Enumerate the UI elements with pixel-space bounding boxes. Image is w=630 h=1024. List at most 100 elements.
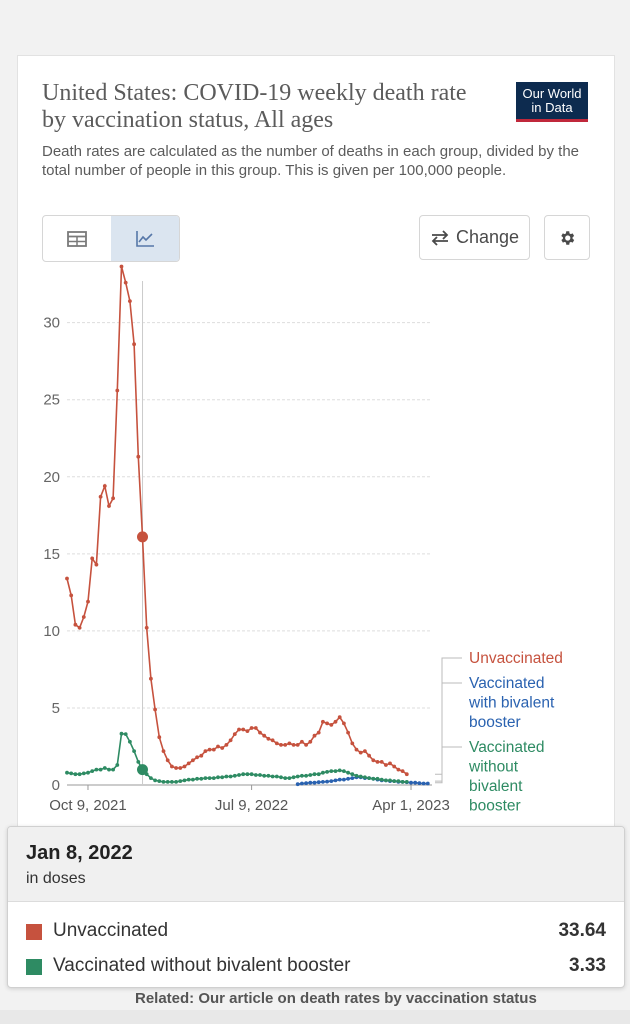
unvaccinated-series-point bbox=[308, 739, 313, 744]
without-bivalent-series-point bbox=[86, 770, 90, 775]
unvaccinated-series-point bbox=[404, 772, 409, 777]
y-tick-label: 20 bbox=[43, 469, 60, 486]
unvaccinated-series-point bbox=[375, 760, 380, 764]
unvaccinated-series-point bbox=[388, 761, 392, 766]
unvaccinated-series-point bbox=[274, 741, 279, 746]
unvaccinated-series-point bbox=[232, 732, 237, 736]
without-bivalent-series-point bbox=[258, 773, 262, 777]
without-bivalent-series-point bbox=[107, 767, 111, 772]
bivalent-series-point bbox=[308, 780, 313, 785]
legend-label-bivalent: Vaccinated bbox=[469, 675, 545, 692]
without-bivalent-series-point bbox=[111, 767, 115, 772]
without-bivalent-series-point bbox=[350, 772, 355, 777]
unvaccinated-series-point bbox=[211, 747, 216, 752]
unvaccinated-series-point bbox=[216, 744, 220, 749]
without-bivalent-series-point bbox=[358, 774, 363, 779]
without-bivalent-series-point bbox=[270, 774, 275, 779]
legend-connector bbox=[435, 657, 462, 775]
without-bivalent-series-point bbox=[371, 776, 376, 781]
unvaccinated-series-point bbox=[287, 741, 292, 746]
unvaccinated-series-point bbox=[354, 747, 359, 752]
without-bivalent-series-point bbox=[388, 778, 392, 783]
without-bivalent-series-point bbox=[295, 774, 300, 779]
without-bivalent-series-point bbox=[342, 769, 346, 773]
unvaccinated-series-point bbox=[90, 556, 95, 561]
legend-connector bbox=[435, 682, 462, 784]
without-bivalent-series-point bbox=[98, 767, 103, 772]
without-bivalent-series-point bbox=[300, 773, 304, 778]
tooltip-row-without-bivalent: Vaccinated without bivalent booster 3.33 bbox=[26, 955, 606, 979]
without-bivalent-series-point bbox=[312, 772, 317, 777]
line-chart[interactable]: 0 5 10 15 20 25 30 Oct 9, 2021 Jul 9, 2022 Apr 1,… bbox=[0, 0, 630, 830]
unvaccinated-series-point bbox=[266, 736, 271, 741]
legend-label-without-bivalent: booster bbox=[469, 798, 521, 815]
unvaccinated-series-point bbox=[304, 743, 308, 747]
unvaccinated-series-point bbox=[300, 739, 304, 744]
unvaccinated-series-point bbox=[363, 749, 367, 753]
y-tick-label: 30 bbox=[43, 315, 60, 332]
unvaccinated-series-point bbox=[94, 562, 99, 567]
unvaccinated-series-point bbox=[321, 719, 325, 724]
unvaccinated-series-point bbox=[107, 504, 111, 508]
unvaccinated-series-point bbox=[157, 735, 162, 740]
without-bivalent-series-point bbox=[337, 768, 342, 773]
unvaccinated-series-point bbox=[228, 738, 233, 743]
chart-tab[interactable] bbox=[111, 216, 179, 261]
tooltip-series-name: Vaccinated without bivalent booster bbox=[53, 955, 351, 976]
without-bivalent-series-point bbox=[354, 773, 359, 778]
unvaccinated-series-point bbox=[371, 758, 376, 763]
tooltip-row-unvaccinated: Unvaccinated 33.64 bbox=[26, 920, 606, 944]
without-bivalent-series-point bbox=[191, 777, 195, 782]
without-bivalent-series-point bbox=[174, 780, 179, 784]
unvaccinated-series-point bbox=[127, 299, 132, 303]
table-tab[interactable] bbox=[43, 216, 111, 261]
without-bivalent-series-point bbox=[329, 769, 334, 773]
legend-label-bivalent: booster bbox=[469, 714, 521, 731]
bivalent-series-point bbox=[295, 782, 300, 787]
bottom-bar bbox=[0, 1010, 630, 1024]
unvaccinated-series-point bbox=[98, 494, 103, 499]
change-button[interactable]: Change bbox=[419, 215, 530, 260]
unvaccinated-series-point bbox=[73, 622, 78, 627]
unvaccinated-series-point bbox=[316, 730, 321, 735]
unvaccinated-series-point bbox=[144, 625, 149, 630]
without-bivalent-series-point bbox=[392, 779, 397, 783]
unvaccinated-series-point bbox=[350, 741, 355, 746]
settings-button[interactable] bbox=[544, 215, 590, 260]
logo-line-2: in Data bbox=[531, 100, 573, 115]
without-bivalent-series-point bbox=[69, 771, 74, 776]
without-bivalent-series-point bbox=[333, 769, 338, 773]
bivalent-series-point bbox=[304, 781, 308, 786]
without-bivalent-series-point bbox=[102, 766, 107, 770]
unvaccinated-series-point bbox=[132, 342, 137, 347]
tooltip-date: Jan 8, 2022 bbox=[26, 842, 133, 864]
unvaccinated-series-point bbox=[342, 721, 346, 726]
owid-logo[interactable]: Our World in Data bbox=[516, 82, 588, 122]
unvaccinated-series-highlight-point bbox=[137, 531, 148, 543]
unvaccinated-series-point bbox=[111, 496, 115, 501]
unvaccinated-series-point bbox=[182, 764, 187, 769]
related-link[interactable]: Related: Our article on death rates by v… bbox=[135, 990, 537, 1007]
without-bivalent-series-point bbox=[165, 780, 170, 784]
legend-label-bivalent: with bivalent bbox=[468, 695, 555, 712]
unvaccinated-series-point bbox=[392, 764, 397, 769]
bivalent-series-point bbox=[413, 780, 418, 785]
bivalent-series-point bbox=[312, 780, 317, 785]
bivalent-series-point bbox=[333, 778, 338, 783]
without-bivalent-series-point bbox=[253, 773, 258, 777]
without-bivalent-series-point bbox=[228, 774, 233, 779]
without-bivalent-series-point bbox=[283, 776, 288, 780]
unvaccinated-series-point bbox=[161, 749, 166, 753]
without-bivalent-series-point bbox=[346, 770, 350, 775]
without-bivalent-series-point bbox=[375, 776, 380, 781]
bivalent-series-point bbox=[329, 779, 334, 783]
bivalent-series-point bbox=[316, 780, 321, 785]
unvaccinated-series-point bbox=[367, 753, 371, 758]
without-bivalent-series-point bbox=[325, 770, 329, 774]
without-bivalent-series-point bbox=[178, 779, 183, 783]
without-bivalent-series-point bbox=[119, 731, 124, 736]
unvaccinated-series-point bbox=[195, 755, 200, 760]
without-bivalent-series-point bbox=[132, 749, 137, 753]
without-bivalent-series-point bbox=[396, 779, 401, 783]
bivalent-series-point bbox=[346, 776, 350, 781]
